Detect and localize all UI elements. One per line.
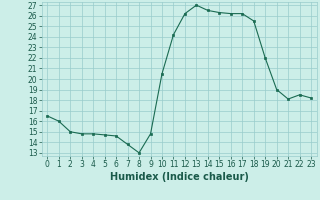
X-axis label: Humidex (Indice chaleur): Humidex (Indice chaleur) <box>110 172 249 182</box>
